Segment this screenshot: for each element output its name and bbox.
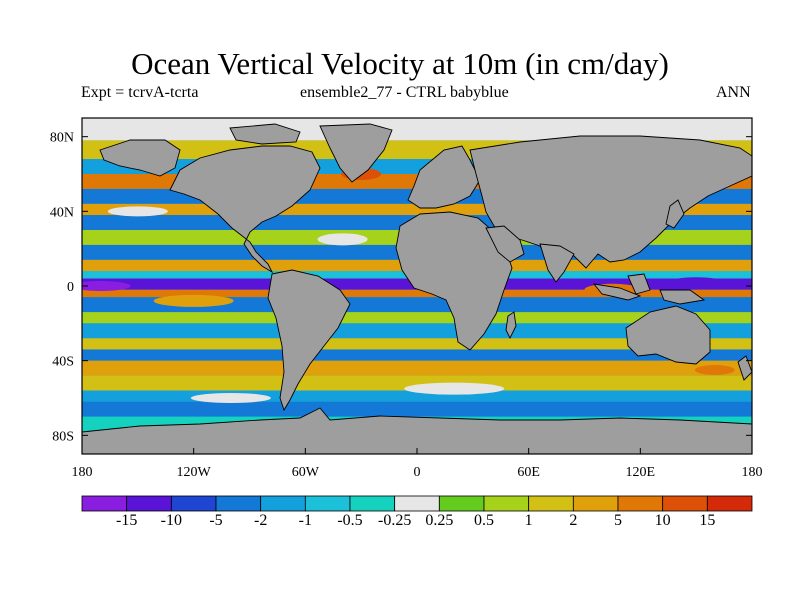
velocity-patch bbox=[153, 294, 234, 307]
lon-tick-label: 60E bbox=[517, 465, 540, 480]
velocity-band bbox=[82, 289, 752, 298]
alaska bbox=[99, 139, 181, 177]
colorbar-swatch bbox=[81, 495, 128, 512]
colorbar-label: -2 bbox=[253, 512, 268, 529]
velocity-band bbox=[82, 375, 752, 391]
colorbar-label: 10 bbox=[654, 512, 671, 529]
colorbar-swatch bbox=[126, 495, 172, 512]
colorbar-label: -15 bbox=[115, 512, 138, 529]
lat-tick-label: 80N bbox=[50, 131, 74, 146]
antarctica bbox=[82, 407, 752, 454]
lon-tick-label: 60W bbox=[292, 465, 320, 480]
colorbar-swatch bbox=[617, 495, 664, 512]
velocity-patch bbox=[404, 382, 505, 395]
colorbar-label: -5 bbox=[209, 512, 223, 529]
season-label: ANN bbox=[716, 84, 751, 101]
colorbar-label: 5 bbox=[614, 512, 622, 529]
velocity-band bbox=[82, 390, 752, 402]
new-guinea bbox=[659, 289, 706, 305]
colorbar-label: 0.25 bbox=[425, 512, 454, 529]
velocity-patch bbox=[82, 281, 131, 291]
velocity-band bbox=[82, 401, 752, 417]
colorbar-swatch bbox=[572, 495, 619, 512]
lon-tick-label: 180 bbox=[742, 465, 763, 480]
lon-tick-label: 120W bbox=[177, 465, 212, 480]
velocity-band bbox=[82, 297, 752, 313]
australia bbox=[625, 305, 711, 365]
borneo bbox=[627, 273, 651, 295]
lat-tick-label: 0 bbox=[67, 280, 74, 295]
europe bbox=[407, 145, 481, 209]
lat-tick-label: 40N bbox=[50, 205, 74, 220]
velocity-patch bbox=[694, 365, 735, 375]
japan bbox=[665, 199, 685, 229]
india bbox=[539, 243, 575, 283]
colorbar-label: 0.5 bbox=[474, 512, 494, 529]
africa bbox=[395, 211, 513, 351]
velocity-band bbox=[82, 360, 752, 376]
lon-tick-label: 0 bbox=[414, 465, 421, 480]
colorbar-label: 2 bbox=[569, 512, 578, 529]
velocity-band bbox=[82, 323, 752, 339]
velocity-band bbox=[82, 203, 752, 216]
velocity-patch bbox=[668, 277, 725, 288]
colorbar-label: -0.25 bbox=[377, 512, 412, 529]
colorbar-label: -1 bbox=[298, 512, 312, 529]
ensemble-label: ensemble2_77 - CTRL babyblue bbox=[300, 84, 509, 101]
arabia bbox=[485, 225, 525, 263]
colorbar-swatch bbox=[304, 495, 351, 512]
velocity-band bbox=[82, 349, 752, 361]
velocity-patch bbox=[190, 393, 271, 403]
lat-tick-label: 40S bbox=[52, 355, 74, 370]
colorbar-label: 1 bbox=[524, 512, 533, 529]
velocity-patch bbox=[317, 233, 368, 246]
map-plot-area bbox=[82, 118, 752, 454]
land-mask bbox=[82, 123, 752, 454]
madagascar bbox=[505, 311, 517, 340]
colorbar-label: -0.5 bbox=[337, 512, 363, 529]
experiment-label: Expt = tcrvA-tcrta bbox=[81, 84, 199, 101]
colorbar-label: 15 bbox=[699, 512, 716, 529]
longitude-axis: 180 120W 60W 0 60E 120E 180 bbox=[72, 448, 763, 480]
colorbar-swatch bbox=[483, 495, 530, 512]
velocity-band bbox=[82, 338, 752, 350]
greenland bbox=[319, 123, 393, 183]
map-title: Ocean Vertical Velocity at 10m (in cm/da… bbox=[131, 46, 669, 81]
new-zealand bbox=[737, 355, 752, 381]
colorbar-swatch bbox=[662, 495, 708, 512]
velocity-patch bbox=[107, 206, 168, 217]
colorbar-swatch bbox=[706, 495, 753, 512]
indonesia bbox=[592, 283, 642, 301]
colorbar-swatch bbox=[438, 495, 485, 512]
colorbar-swatch bbox=[215, 495, 262, 512]
colorbar-swatch bbox=[349, 495, 396, 512]
lon-tick-label: 120E bbox=[626, 465, 656, 480]
lat-tick-label: 80S bbox=[52, 429, 74, 444]
lon-tick-label: 180 bbox=[72, 465, 93, 480]
colorbar bbox=[81, 495, 753, 512]
south-america bbox=[267, 269, 351, 412]
colorbar-swatch bbox=[394, 495, 440, 512]
north-america bbox=[169, 145, 321, 274]
latitude-axis: 80N 40N 0 40S 80S bbox=[50, 131, 752, 444]
arctic-archipelago bbox=[229, 123, 301, 145]
colorbar-swatch bbox=[528, 495, 574, 512]
colorbar-swatch bbox=[260, 495, 306, 512]
colorbar-label: -10 bbox=[160, 512, 182, 529]
velocity-band bbox=[82, 312, 752, 324]
colorbar-swatch bbox=[170, 495, 217, 512]
